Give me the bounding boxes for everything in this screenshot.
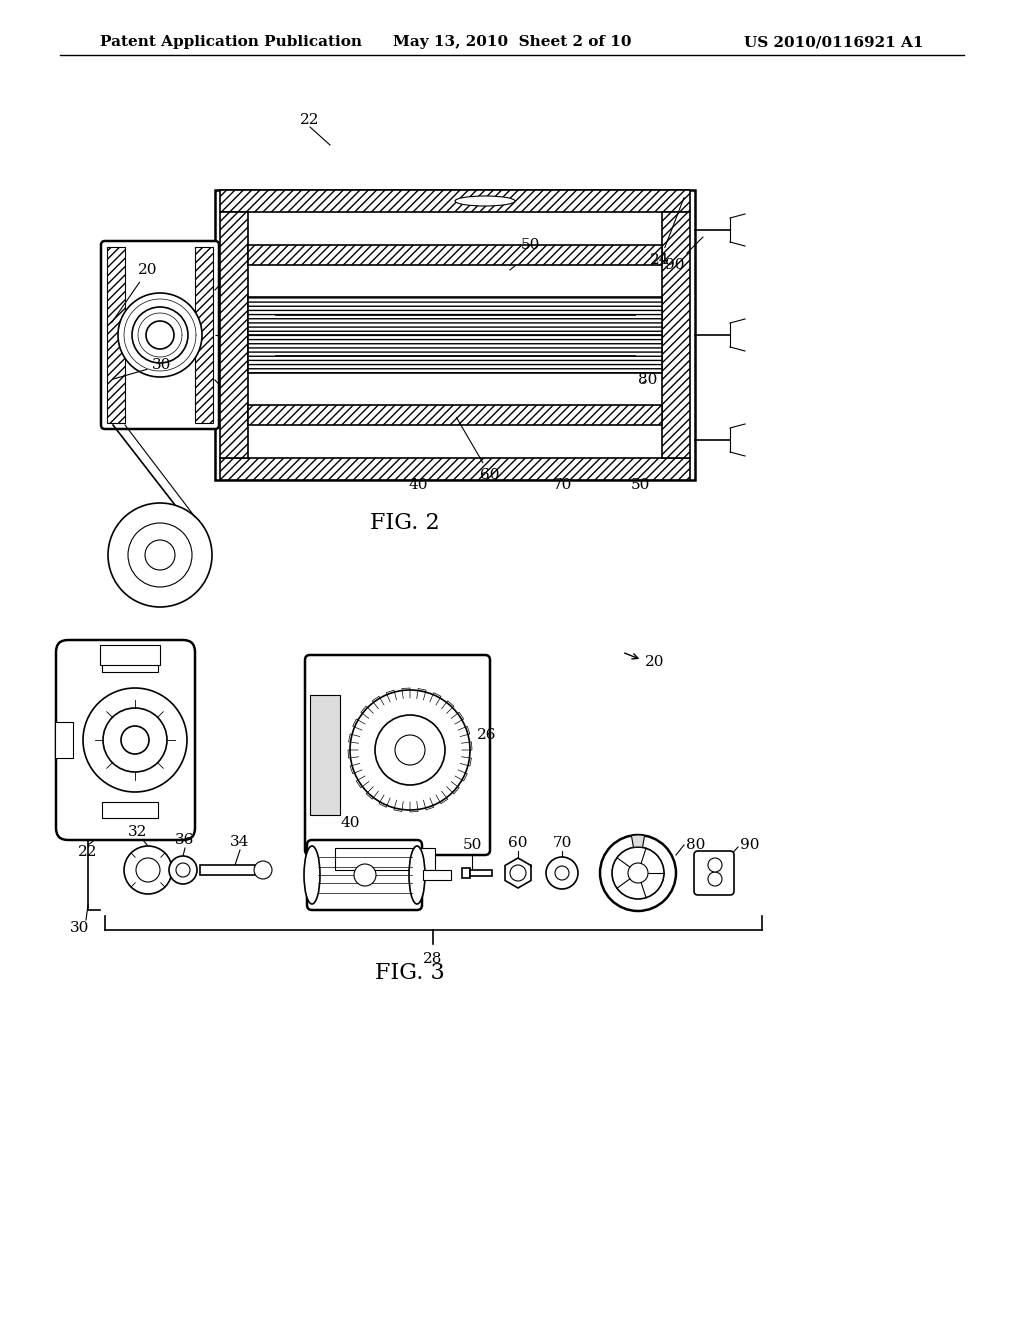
- Text: 30: 30: [71, 921, 90, 935]
- Text: FIG. 3: FIG. 3: [375, 962, 444, 983]
- Polygon shape: [505, 858, 531, 888]
- FancyBboxPatch shape: [694, 851, 734, 895]
- Wedge shape: [632, 836, 644, 847]
- Circle shape: [708, 858, 722, 873]
- Circle shape: [395, 735, 425, 766]
- Bar: [195, 247, 213, 422]
- Text: 22: 22: [78, 845, 97, 859]
- Circle shape: [124, 846, 172, 894]
- Circle shape: [546, 857, 578, 888]
- Bar: [106, 247, 125, 422]
- Text: 50: 50: [631, 478, 649, 492]
- Ellipse shape: [409, 846, 425, 904]
- Text: 36: 36: [175, 833, 195, 847]
- Text: 24: 24: [650, 198, 684, 267]
- Circle shape: [128, 523, 193, 587]
- Ellipse shape: [455, 195, 515, 206]
- Text: 30: 30: [113, 358, 172, 379]
- Text: 40: 40: [409, 478, 428, 492]
- Bar: [335, 847, 435, 870]
- Circle shape: [146, 321, 174, 348]
- Bar: [220, 190, 690, 213]
- Bar: [248, 405, 662, 425]
- Circle shape: [108, 503, 212, 607]
- Text: 50: 50: [462, 838, 481, 851]
- Bar: [102, 803, 158, 818]
- Text: 60: 60: [457, 417, 500, 482]
- Circle shape: [254, 861, 272, 879]
- Bar: [220, 213, 248, 458]
- Bar: [470, 870, 492, 876]
- Text: US 2010/0116921 A1: US 2010/0116921 A1: [744, 36, 924, 49]
- Text: 70: 70: [552, 478, 571, 492]
- Bar: [462, 869, 470, 878]
- Circle shape: [83, 688, 187, 792]
- Circle shape: [555, 866, 569, 880]
- Circle shape: [375, 715, 445, 785]
- Circle shape: [169, 855, 197, 884]
- Text: 70: 70: [552, 836, 571, 850]
- Text: 90: 90: [740, 838, 760, 851]
- Circle shape: [600, 836, 676, 911]
- Bar: [200, 865, 255, 875]
- Circle shape: [103, 708, 167, 772]
- Text: 28: 28: [423, 952, 442, 966]
- Circle shape: [708, 873, 722, 886]
- Text: 34: 34: [230, 836, 250, 849]
- Text: 80: 80: [686, 838, 706, 851]
- Ellipse shape: [304, 846, 319, 904]
- FancyBboxPatch shape: [305, 655, 490, 855]
- Bar: [220, 458, 690, 480]
- FancyBboxPatch shape: [101, 242, 219, 429]
- Circle shape: [510, 865, 526, 880]
- Text: May 13, 2010  Sheet 2 of 10: May 13, 2010 Sheet 2 of 10: [393, 36, 631, 49]
- Circle shape: [628, 863, 648, 883]
- Circle shape: [132, 308, 188, 363]
- Text: 40: 40: [340, 816, 359, 830]
- Bar: [662, 213, 690, 458]
- Text: 20: 20: [112, 263, 158, 322]
- Bar: [55, 722, 73, 758]
- FancyBboxPatch shape: [56, 640, 195, 840]
- Text: 20: 20: [645, 655, 665, 669]
- Text: 60: 60: [508, 836, 527, 850]
- Bar: [100, 645, 160, 665]
- Bar: [102, 656, 158, 672]
- Text: Patent Application Publication: Patent Application Publication: [100, 36, 362, 49]
- Circle shape: [118, 293, 202, 378]
- Text: 24: 24: [395, 863, 415, 876]
- Circle shape: [354, 865, 376, 886]
- Bar: [310, 696, 340, 814]
- Circle shape: [350, 690, 470, 810]
- Text: 50: 50: [520, 238, 540, 252]
- Circle shape: [145, 540, 175, 570]
- Text: 80: 80: [638, 374, 657, 387]
- Bar: [215, 190, 695, 480]
- Text: 32: 32: [128, 825, 147, 840]
- Text: 90: 90: [666, 238, 703, 272]
- Circle shape: [136, 858, 160, 882]
- Bar: [248, 246, 662, 265]
- Bar: [248, 297, 662, 374]
- Bar: [423, 870, 451, 880]
- Text: FIG. 2: FIG. 2: [371, 512, 440, 535]
- Circle shape: [121, 726, 150, 754]
- FancyBboxPatch shape: [307, 840, 422, 909]
- Circle shape: [612, 847, 664, 899]
- Text: 26: 26: [477, 729, 497, 742]
- Text: 22: 22: [300, 114, 319, 127]
- Circle shape: [176, 863, 190, 876]
